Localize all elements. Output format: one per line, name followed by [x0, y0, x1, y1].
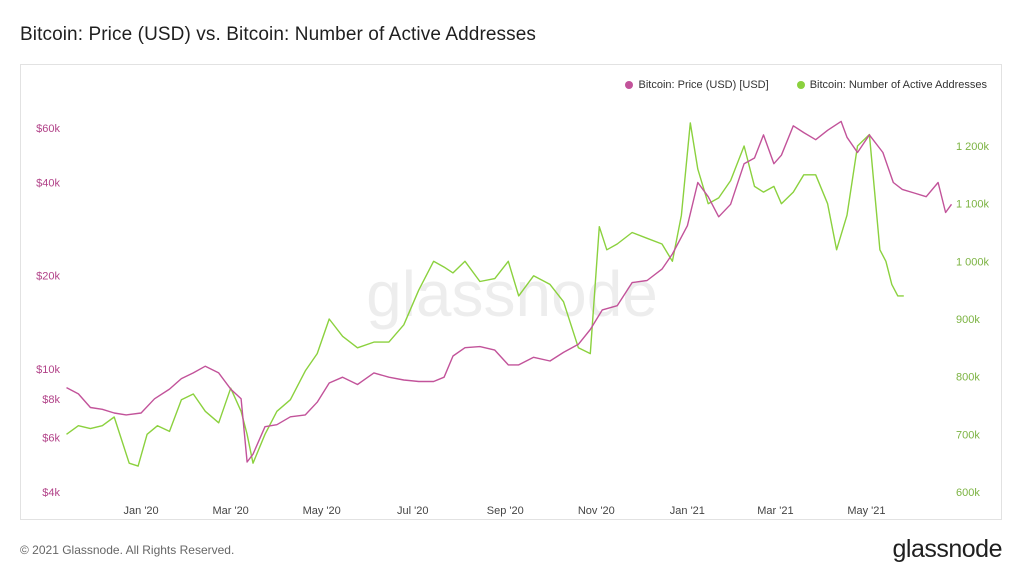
price-series-line[interactable] — [66, 120, 953, 463]
legend-label-addresses: Bitcoin: Number of Active Addresses — [809, 79, 987, 91]
legend-dot-addresses-icon — [796, 81, 805, 89]
left-axis-tick-label: $40k — [36, 178, 60, 190]
x-axis-tick-label: Nov '20 — [578, 505, 615, 517]
left-axis-tick-label: $10k — [36, 364, 60, 376]
active-addresses-series-line[interactable] — [66, 122, 904, 467]
legend-item-addresses[interactable]: Bitcoin: Number of Active Addresses — [796, 79, 987, 91]
x-axis-tick-label: Mar '21 — [757, 505, 793, 517]
right-axis-tick-label: 1 100k — [956, 199, 990, 211]
x-axis-tick-label: May '20 — [303, 505, 341, 517]
legend-label-price: Bitcoin: Price (USD) [USD] — [638, 79, 769, 91]
x-axis-tick-label: Mar '20 — [212, 505, 248, 517]
x-axis-tick-label: Jan '20 — [124, 505, 159, 517]
left-axis-tick-label: $8k — [42, 394, 60, 406]
chart-frame — [20, 64, 1002, 520]
chart-title: Bitcoin: Price (USD) vs. Bitcoin: Number… — [20, 24, 537, 45]
x-axis-tick-label: May '21 — [847, 505, 885, 517]
legend-item-price[interactable]: Bitcoin: Price (USD) [USD] — [625, 79, 769, 91]
left-axis-tick-label: $60k — [36, 123, 60, 135]
footer-logo[interactable]: glassnode — [892, 535, 1003, 563]
right-axis-tick-label: 600k — [956, 487, 980, 499]
left-axis-tick-label: $20k — [36, 271, 60, 283]
legend-dot-price-icon — [625, 81, 634, 89]
right-axis-tick-label: 900k — [956, 314, 980, 326]
x-axis-tick-label: Jan '21 — [670, 505, 705, 517]
footer-copyright: © 2021 Glassnode. All Rights Reserved. — [20, 543, 235, 557]
watermark-text: glassnode — [366, 258, 658, 330]
right-axis-tick-label: 800k — [956, 372, 980, 384]
x-axis-tick-label: Jul '20 — [397, 505, 428, 517]
chart-legend: Bitcoin: Price (USD) [USD] Bitcoin: Numb… — [625, 79, 987, 91]
right-axis-tick-label: 1 000k — [956, 256, 990, 268]
left-axis-tick-label: $6k — [42, 432, 60, 444]
right-axis-tick-label: 1 200k — [956, 141, 990, 153]
left-axis-tick-label: $4k — [42, 487, 60, 499]
right-axis-tick-label: 700k — [956, 429, 980, 441]
x-axis-tick-label: Sep '20 — [487, 505, 524, 517]
